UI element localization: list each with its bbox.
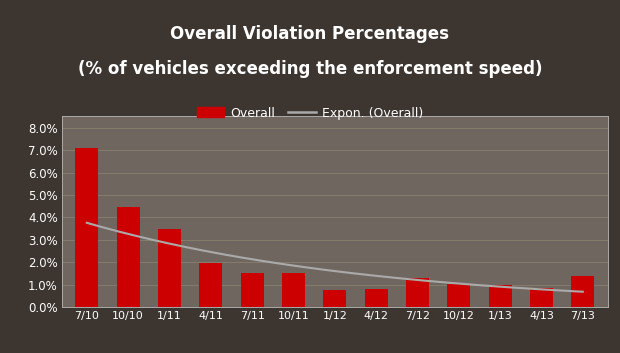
Bar bbox=[200, 263, 222, 307]
Bar bbox=[489, 285, 511, 307]
Bar bbox=[572, 276, 594, 307]
Legend: Overall, Expon. (Overall): Overall, Expon. (Overall) bbox=[192, 102, 428, 125]
Bar bbox=[117, 207, 140, 307]
Bar bbox=[324, 290, 346, 307]
Bar bbox=[365, 289, 388, 307]
Bar bbox=[448, 283, 470, 307]
Bar bbox=[530, 288, 553, 307]
Bar bbox=[282, 274, 305, 307]
Text: Overall Violation Percentages: Overall Violation Percentages bbox=[170, 25, 450, 43]
Bar bbox=[76, 148, 98, 307]
Text: (% of vehicles exceeding the enforcement speed): (% of vehicles exceeding the enforcement… bbox=[78, 60, 542, 78]
Bar bbox=[406, 278, 429, 307]
Bar bbox=[158, 229, 181, 307]
Bar bbox=[241, 274, 264, 307]
